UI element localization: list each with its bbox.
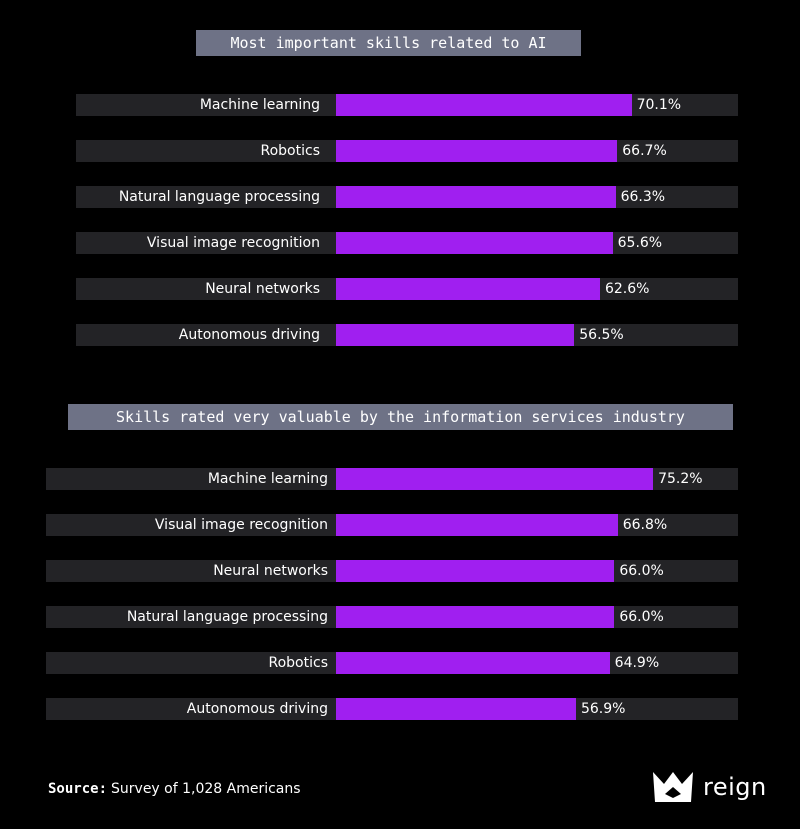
category-label: Machine learning [207, 471, 328, 487]
data-label: 62.6% [604, 281, 650, 297]
bar [336, 514, 618, 536]
bar [336, 278, 600, 300]
category-label: Robotics [268, 655, 329, 671]
bar-row: Robotics 64.9% [0, 652, 800, 674]
bar-row: Neural networks 66.0% [0, 560, 800, 582]
bar-row: Autonomous driving 56.5% [0, 324, 800, 346]
category-label: Autonomous driving [178, 327, 320, 343]
bar-row: Natural language processing 66.3% [0, 186, 800, 208]
bar [336, 186, 616, 208]
category-label: Machine learning [199, 97, 320, 113]
data-label: 56.5% [579, 327, 624, 343]
category-label: Visual image recognition [146, 235, 320, 251]
bar [336, 468, 654, 490]
data-label: 66.7% [622, 143, 667, 159]
data-label: 66.0% [619, 563, 664, 579]
category-label: Robotics [260, 143, 321, 159]
bar [336, 652, 610, 674]
category-label: Autonomous driving [186, 701, 328, 717]
bar-row: Natural language processing 66.0% [0, 606, 800, 628]
source-note: Source: Survey of 1,028 Americans [48, 781, 301, 797]
category-label: Neural networks [205, 281, 320, 297]
source-text: Survey of 1,028 Americans [111, 781, 301, 797]
crown-icon [653, 772, 693, 802]
bar [336, 232, 613, 254]
data-label: 65.6% [617, 235, 663, 251]
reign-logo: reign [651, 770, 767, 804]
data-label: 56.9% [580, 701, 626, 717]
bar [336, 698, 576, 720]
category-label: Visual image recognition [154, 517, 328, 533]
category-label: Neural networks [213, 563, 328, 579]
bar-row: Visual image recognition 66.8% [0, 514, 800, 536]
bar-row: Visual image recognition 65.6% [0, 232, 800, 254]
bar [336, 94, 632, 116]
source-label: Source: [48, 781, 108, 797]
chart-2-title: Skills rated very valuable by the inform… [68, 404, 733, 430]
category-label: Natural language processing [126, 609, 328, 625]
data-label: 66.0% [619, 609, 664, 625]
bar [336, 324, 575, 346]
category-label: Natural language processing [118, 189, 320, 205]
bar-row: Robotics 66.7% [0, 140, 800, 162]
bar [336, 560, 615, 582]
chart-2: Machine learning 75.2% Visual image recogn… [0, 468, 800, 744]
data-label: 70.1% [636, 97, 682, 113]
bar [336, 606, 615, 628]
chart-1-title: Most important skills related to AI [196, 30, 581, 56]
data-label: 66.8% [622, 517, 668, 533]
bar-row: Neural networks 62.6% [0, 278, 800, 300]
bar-row: Machine learning 70.1% [0, 94, 800, 116]
bar-row: Machine learning 75.2% [0, 468, 800, 490]
bar [336, 140, 618, 162]
data-label: 75.2% [658, 471, 703, 487]
bar-row: Autonomous driving 56.9% [0, 698, 800, 720]
data-label: 66.3% [620, 189, 666, 205]
logo-wordmark: reign [703, 773, 767, 801]
data-label: 64.9% [614, 655, 660, 671]
chart-1: Machine learning 70.1% Robotics 66.7% Natura… [0, 94, 800, 370]
